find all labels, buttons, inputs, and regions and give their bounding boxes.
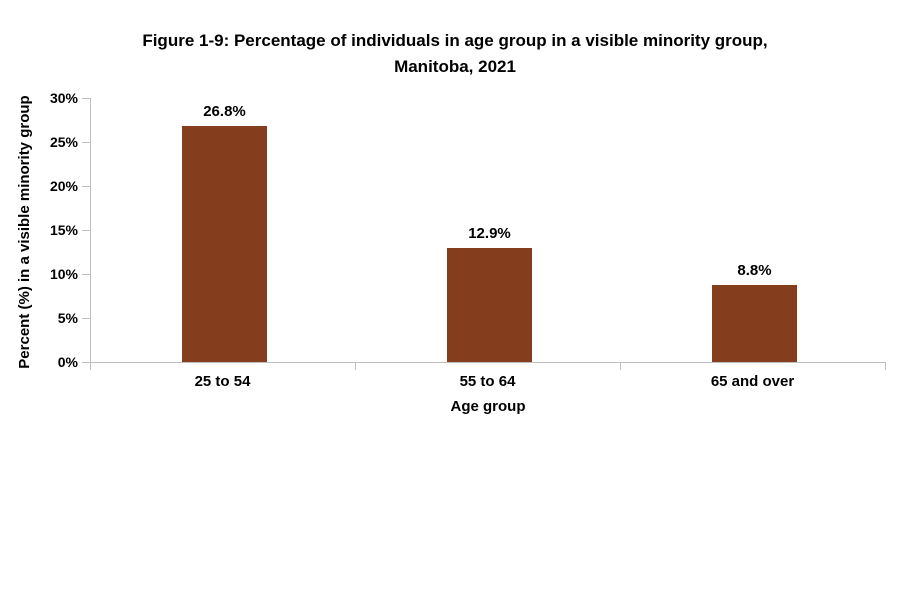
bar-25-to-54 [182,126,267,362]
x-axis-tick [355,362,356,370]
y-tick-label-0: 0% [57,354,78,370]
y-axis-line [90,98,91,362]
chart-title-line2: Manitoba, 2021 [394,57,516,76]
y-axis-tick [82,98,90,99]
y-tick-label-10: 10% [49,266,78,282]
x-axis-title: Age group [450,398,526,415]
y-tick-label-5: 5% [57,310,78,326]
chart-title-line1: Figure 1-9: Percentage of individuals in… [142,31,768,50]
y-axis-tick [82,186,90,187]
x-category-label-55-to-64: 55 to 64 [459,373,516,390]
bar-group-55-to-64: 12.9% [447,225,532,362]
y-axis-tick [82,318,90,319]
bar-value-label: 12.9% [468,225,511,242]
y-axis-tick [82,230,90,231]
x-axis-tick [90,362,91,370]
x-category-label-65-and-over: 65 and over [710,373,795,390]
x-axis-tick [885,362,886,370]
y-tick-label-30: 30% [49,90,78,106]
bar-group-65-and-over: 8.8% [712,262,797,362]
bar-65-and-over [712,285,797,362]
y-axis-tick [82,274,90,275]
bar-value-label: 26.8% [203,103,246,120]
bar-55-to-64 [447,248,532,362]
bar-value-label: 8.8% [737,262,772,279]
chart-title: Figure 1-9: Percentage of individuals in… [35,28,875,80]
y-tick-label-25: 25% [49,134,78,150]
y-tick-label-20: 20% [49,178,78,194]
y-axis-tick [82,362,90,363]
y-axis-tick [82,142,90,143]
x-axis-line [90,362,886,363]
x-category-label-25-to-54: 25 to 54 [194,373,251,390]
y-tick-label-15: 15% [49,222,78,238]
x-axis-tick [620,362,621,370]
bar-group-25-to-54: 26.8% [182,103,267,362]
